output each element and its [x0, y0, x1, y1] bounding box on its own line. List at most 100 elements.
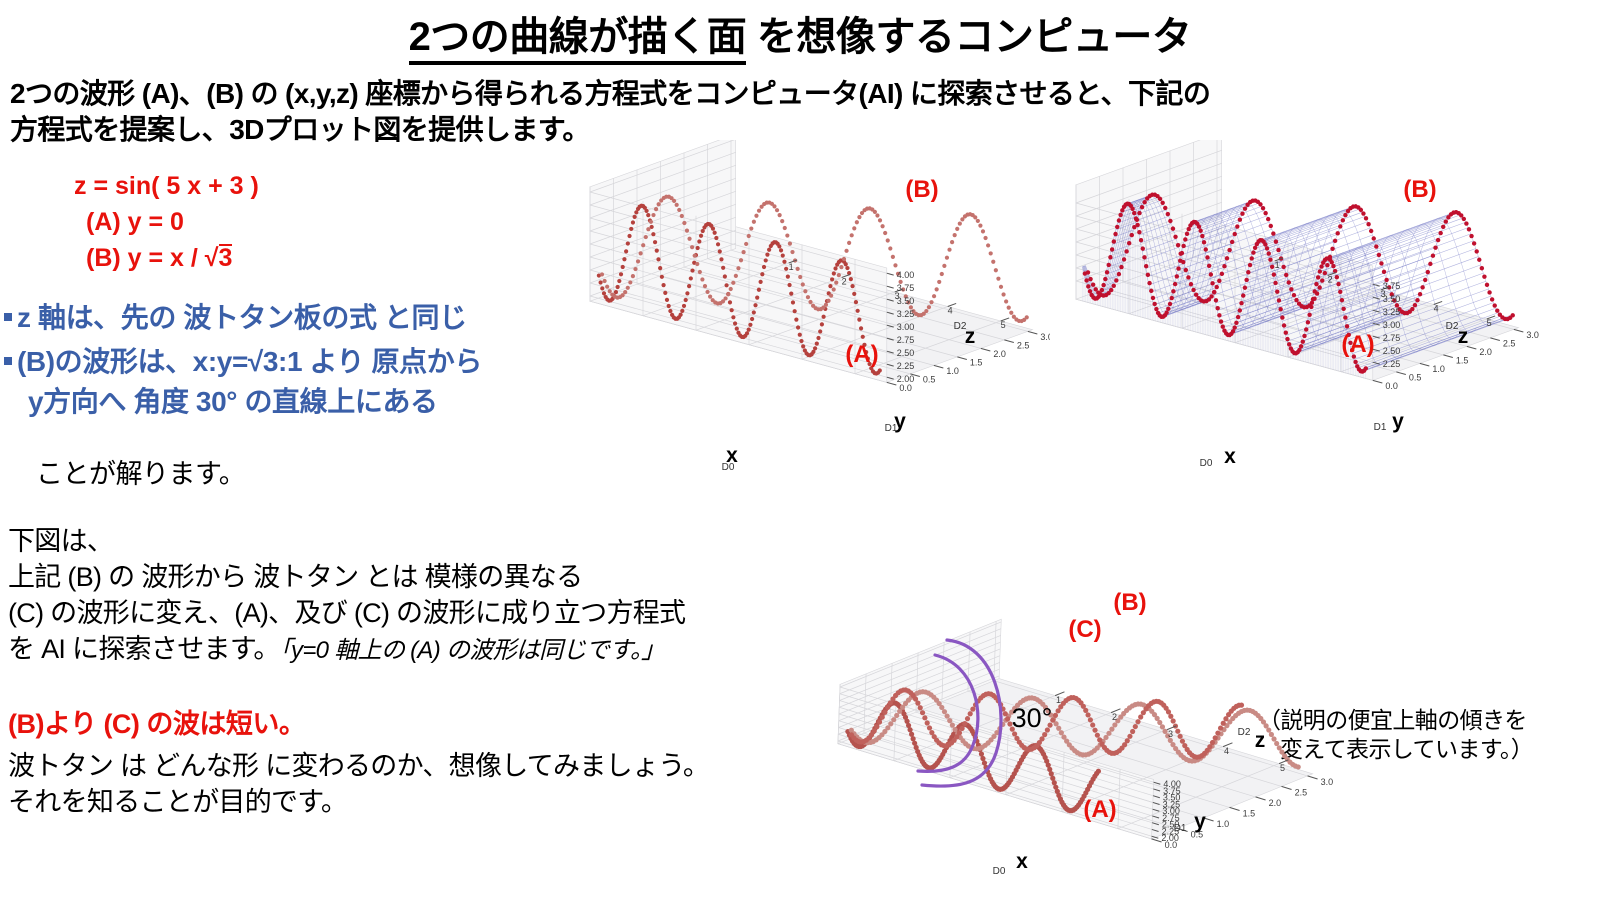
- curve-point: [1307, 312, 1312, 317]
- curve-point: [1142, 255, 1147, 260]
- curve-point: [1368, 228, 1374, 234]
- bullet-item-2-line-2: y方向へ 角度 30° の直線上にある: [28, 385, 438, 417]
- curve-point: [1188, 281, 1194, 287]
- curve-point: [769, 201, 775, 206]
- curve-point: [1014, 735, 1020, 741]
- curve-label-a: (A): [845, 341, 878, 368]
- curve-point: [839, 265, 844, 270]
- curve-point: [1298, 344, 1304, 349]
- curve-point: [988, 251, 993, 256]
- curve-point: [1086, 284, 1091, 289]
- curve-point: [801, 344, 806, 349]
- curve-point: [973, 215, 978, 220]
- bullet-square-icon: [4, 313, 12, 322]
- curve-point: [1446, 215, 1451, 220]
- curve-point: [826, 298, 831, 303]
- curve-point: [1083, 707, 1089, 713]
- curve-point: [638, 251, 643, 256]
- curve-point: [1064, 738, 1070, 744]
- curve-point: [687, 283, 692, 289]
- curve-point: [785, 233, 790, 238]
- curve-point: [877, 368, 882, 373]
- curve-point: [1240, 211, 1245, 216]
- curve-point: [1331, 263, 1336, 269]
- axis-tick-label: 3.00: [897, 322, 915, 332]
- curve-point: [1482, 274, 1487, 279]
- axis-tick-label: 3.00: [1162, 806, 1180, 816]
- curve-point: [1186, 275, 1191, 280]
- axis-tick-label: 1: [789, 262, 794, 272]
- curve-point: [741, 249, 746, 255]
- curve-point: [1139, 204, 1145, 210]
- curve-point: [1428, 261, 1433, 267]
- curve-point: [1386, 285, 1392, 290]
- curve-point: [1087, 717, 1094, 723]
- curve-point: [1164, 310, 1169, 315]
- curve-point: [847, 270, 852, 276]
- curve-point: [794, 317, 799, 322]
- curve-point: [1220, 720, 1226, 726]
- curve-point: [705, 289, 710, 295]
- curve-point: [777, 244, 782, 249]
- surface-isoline: [1082, 201, 1403, 359]
- curve-point: [1338, 289, 1343, 295]
- curve-point: [727, 300, 733, 305]
- curve-point: [1138, 714, 1144, 720]
- curve-point: [1263, 242, 1268, 247]
- curve-point: [797, 332, 802, 337]
- axis-tick-label: 3.50: [1163, 793, 1181, 803]
- curve-point: [1170, 226, 1176, 231]
- curve-point: [805, 295, 811, 300]
- curve-point: [924, 308, 929, 314]
- curve-point: [1284, 272, 1289, 278]
- curve-point: [1466, 227, 1472, 232]
- z-axis-label: z: [1458, 325, 1469, 348]
- curve-point: [1101, 282, 1106, 288]
- curve-point: [600, 286, 605, 291]
- curve-point: [624, 249, 629, 254]
- curve-point: [620, 264, 625, 270]
- curve-point: [1237, 217, 1243, 222]
- curve-point: [1163, 205, 1168, 211]
- curve-point: [852, 226, 857, 231]
- plot3-curves: (B) (C) (A): [845, 589, 1301, 823]
- curve-point: [772, 204, 777, 209]
- closing-paragraph: 波トタン は どんな形 に変わるのか、想像してみましょう。 それを知ることが目的…: [8, 748, 710, 820]
- curve-point: [1009, 709, 1015, 715]
- curve-point: [867, 361, 872, 367]
- y-axis-label: y: [894, 410, 906, 433]
- curve-point: [910, 736, 916, 742]
- axis-tick-label: 1.0: [946, 366, 959, 376]
- curve-point: [723, 296, 728, 301]
- curve-point: [1167, 301, 1173, 307]
- curve-point: [1332, 268, 1338, 274]
- curve-point: [653, 207, 659, 212]
- curve-point: [1252, 245, 1258, 250]
- curve-point: [919, 710, 926, 716]
- intro-paragraph: 2つの波形 (A)、(B) の (x,y,z) 座標から得られる方程式をコンピュ…: [10, 76, 1595, 148]
- curve-point: [1122, 742, 1128, 748]
- curve-point: [1339, 297, 1345, 303]
- curve-point: [980, 755, 986, 762]
- curve-point: [1348, 340, 1353, 345]
- curve-point: [1042, 732, 1048, 738]
- lower-line-4-quote: 「y=0 軸上の (A) の波形は同じです。」: [279, 636, 666, 664]
- curve-point: [909, 731, 915, 737]
- curve-point: [1012, 731, 1018, 737]
- axis-tick-label: 3.0: [1526, 330, 1539, 340]
- curve-point: [749, 226, 754, 231]
- z-axis-code: D2: [1238, 727, 1251, 738]
- curve-point: [780, 253, 785, 258]
- curve-point: [1495, 308, 1500, 313]
- curve-point: [634, 210, 639, 215]
- curve-point: [897, 708, 903, 714]
- curve-point: [915, 700, 921, 706]
- curve-point: [1168, 713, 1174, 719]
- curve-point: [1058, 730, 1064, 736]
- curve-point: [1273, 280, 1278, 286]
- angle-arc-inner: [916, 653, 980, 773]
- axis-tick-label: 2.50: [897, 348, 915, 358]
- curve-point: [685, 291, 690, 296]
- curve-point: [890, 254, 895, 259]
- curve-point: [880, 224, 885, 229]
